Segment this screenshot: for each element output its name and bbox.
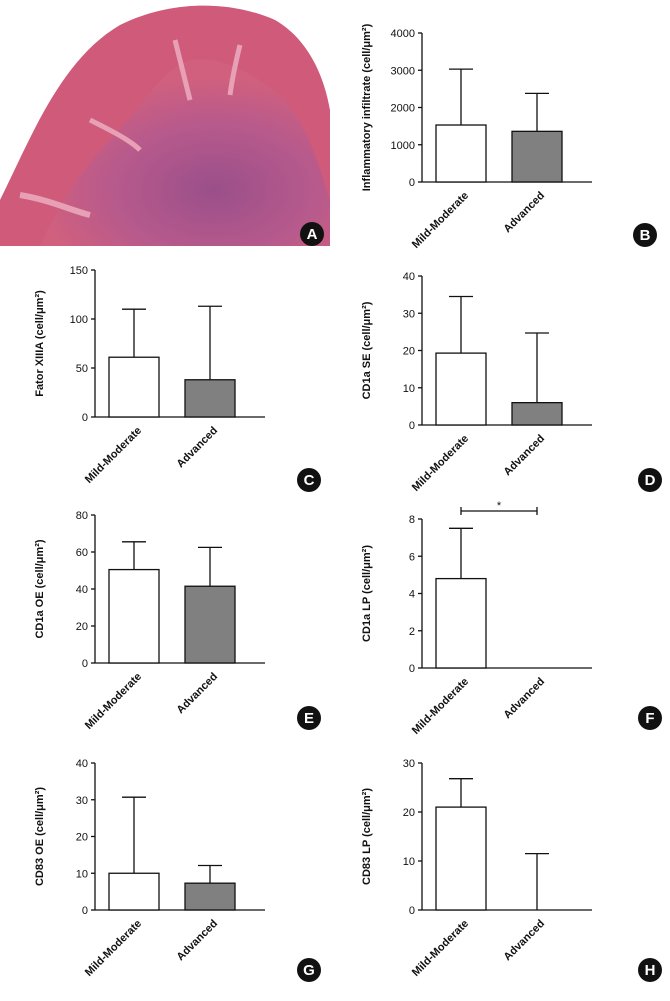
x-tick-label: Advanced xyxy=(501,676,547,722)
y-tick-label: 20 xyxy=(76,621,88,633)
panel-letter: D xyxy=(645,472,656,489)
y-tick-label: 2 xyxy=(409,626,415,638)
y-tick-label: 0 xyxy=(82,905,88,917)
panel-badge xyxy=(300,222,324,246)
significance-label: * xyxy=(497,500,502,512)
y-tick-label: 80 xyxy=(76,510,88,522)
y-axis-label: CD1a SE (cell/μm²) xyxy=(361,301,373,399)
y-axis-label: CD1a LP (cell/μm²) xyxy=(361,545,373,642)
x-tick-label: Advanced xyxy=(501,433,547,479)
panel-letter: F xyxy=(645,710,654,727)
y-tick-label: 40 xyxy=(403,271,415,283)
panel-badge xyxy=(638,958,662,982)
panel-letter: B xyxy=(640,227,651,244)
panel-letter: E xyxy=(304,710,314,727)
x-tick-label: Advanced xyxy=(174,425,220,471)
panel-badge xyxy=(297,468,321,492)
bar xyxy=(435,352,487,426)
x-tick-label: Mild-Moderate xyxy=(410,190,471,251)
y-tick-label: 20 xyxy=(403,346,415,358)
y-tick-label: 4 xyxy=(409,589,415,601)
y-tick-label: 2000 xyxy=(391,103,415,115)
y-tick-label: 20 xyxy=(76,832,88,844)
bar xyxy=(184,379,236,418)
bar xyxy=(511,401,563,426)
y-tick-label: 6 xyxy=(409,551,415,563)
y-axis-label: Inflammatory infiltrate (cell/μm²) xyxy=(361,23,373,191)
y-tick-label: 10 xyxy=(76,868,88,880)
x-tick-label: Advanced xyxy=(174,671,220,717)
x-tick-label: Mild-Moderate xyxy=(83,425,144,486)
y-tick-label: 8 xyxy=(409,514,415,526)
y-tick-label: 100 xyxy=(70,314,88,326)
bar xyxy=(511,130,563,183)
y-tick-label: 1000 xyxy=(391,140,415,152)
panel-badge xyxy=(638,468,662,492)
y-axis-label: CD1a OE (cell/μm²) xyxy=(34,539,46,638)
bar xyxy=(108,568,160,664)
y-tick-label: 10 xyxy=(403,856,415,868)
bar xyxy=(108,356,160,418)
panel-badge xyxy=(297,706,321,730)
y-tick-label: 60 xyxy=(76,547,88,559)
y-tick-label: 0 xyxy=(409,905,415,917)
y-tick-label: 3000 xyxy=(391,65,415,77)
y-tick-label: 0 xyxy=(82,412,88,424)
y-tick-label: 40 xyxy=(76,584,88,596)
bar xyxy=(435,806,487,911)
bar xyxy=(435,124,487,183)
histology-image: A xyxy=(0,0,330,247)
x-tick-label: Advanced xyxy=(501,190,547,236)
x-tick-label: Mild-Moderate xyxy=(410,918,471,979)
panel-letter: C xyxy=(304,472,315,489)
y-tick-label: 20 xyxy=(403,807,415,819)
bar xyxy=(435,577,487,669)
y-tick-label: 0 xyxy=(409,420,415,432)
x-tick-label: Advanced xyxy=(501,918,547,964)
x-tick-label: Mild-Moderate xyxy=(410,433,471,494)
y-axis-label: CD83 LP (cell/μm²) xyxy=(361,788,373,885)
y-tick-label: 40 xyxy=(76,758,88,770)
y-tick-label: 30 xyxy=(403,308,415,320)
y-axis-label: Fator XIIIA (cell/μm²) xyxy=(34,290,46,397)
y-tick-label: 0 xyxy=(409,663,415,675)
bar xyxy=(184,882,236,911)
panel-badge xyxy=(633,223,657,247)
bar xyxy=(108,872,160,911)
y-tick-label: 30 xyxy=(403,758,415,770)
panel-letter: H xyxy=(645,962,656,979)
y-tick-label: 0 xyxy=(82,658,88,670)
y-tick-label: 4000 xyxy=(391,28,415,40)
bar xyxy=(184,585,236,664)
y-tick-label: 150 xyxy=(70,265,88,277)
y-tick-label: 30 xyxy=(76,795,88,807)
panel-badge xyxy=(297,958,321,982)
y-axis-label: CD83 OE (cell/μm²) xyxy=(34,787,46,886)
panel-letter: A xyxy=(307,226,318,243)
x-tick-label: Advanced xyxy=(174,918,220,964)
y-tick-label: 10 xyxy=(403,383,415,395)
panel-letter: G xyxy=(303,962,315,979)
x-tick-label: Mild-Moderate xyxy=(83,918,144,979)
y-tick-label: 0 xyxy=(409,177,415,189)
panel-badge xyxy=(638,706,662,730)
x-tick-label: Mild-Moderate xyxy=(410,676,471,737)
x-tick-label: Mild-Moderate xyxy=(83,671,144,732)
y-tick-label: 50 xyxy=(76,363,88,375)
